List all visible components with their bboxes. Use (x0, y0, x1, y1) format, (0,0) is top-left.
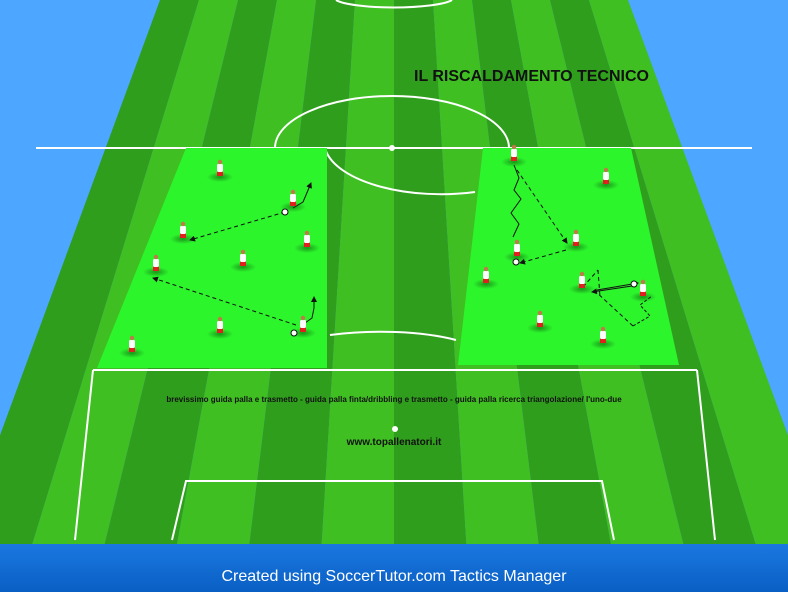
website-text: www.topallenatori.it (346, 437, 442, 448)
player-marker (280, 189, 306, 212)
player-marker (504, 239, 530, 262)
player-marker (230, 249, 256, 272)
player-marker (207, 316, 233, 339)
ball-icon (512, 258, 520, 266)
penalty-box-left-line (74, 369, 94, 541)
goal-area (171, 480, 615, 541)
ball-icon (630, 280, 638, 288)
player-marker (294, 230, 320, 253)
dribble-arrow (304, 296, 317, 324)
player-marker (207, 159, 233, 182)
pass-arrow (189, 211, 286, 242)
grass-stripe (321, 0, 394, 544)
dribble-zigzag (510, 164, 522, 238)
diagram-title: IL RISCALDAMENTO TECNICO (414, 68, 649, 85)
penalty-box-right-line (696, 369, 716, 541)
player-marker (119, 335, 145, 358)
player-marker (630, 279, 656, 302)
pass-arrow (582, 269, 599, 288)
pass-arrow (597, 269, 601, 298)
player-marker (473, 266, 499, 289)
player-marker (527, 310, 553, 333)
centre-circle-bottom (324, 147, 476, 196)
player-marker (563, 229, 589, 252)
grass-stripe (394, 0, 467, 544)
player-marker (290, 315, 316, 338)
player-marker (170, 221, 196, 244)
training-area-right (458, 148, 679, 365)
training-area-left (97, 148, 327, 368)
pitch-lines (36, 0, 752, 541)
run-arrow (516, 169, 568, 244)
players-layer (119, 144, 656, 358)
pass-arrow (519, 249, 567, 265)
player-marker (590, 326, 616, 349)
top-circle (335, 0, 453, 9)
ball-icon (281, 208, 289, 216)
run-arrow (593, 289, 634, 327)
penalty-arc (329, 330, 457, 341)
grass-stripe (589, 0, 788, 544)
diagram-description: brevissimo guida palla e trasmetto - gui… (166, 395, 622, 404)
grass-stripe (0, 0, 199, 544)
ball-icon (290, 329, 298, 337)
pass-arrow (591, 285, 633, 295)
player-marker (593, 167, 619, 190)
centre-spot (389, 145, 395, 151)
penalty-spot (392, 426, 398, 432)
centre-circle-top (274, 95, 510, 149)
player-marker (569, 271, 595, 294)
footer-bar: Created using SoccerTutor.com Tactics Ma… (0, 544, 788, 592)
grass-stripe (32, 0, 239, 544)
player-marker (143, 254, 169, 277)
player-marker (501, 144, 527, 167)
footer-credit: Created using SoccerTutor.com Tactics Ma… (221, 568, 567, 585)
